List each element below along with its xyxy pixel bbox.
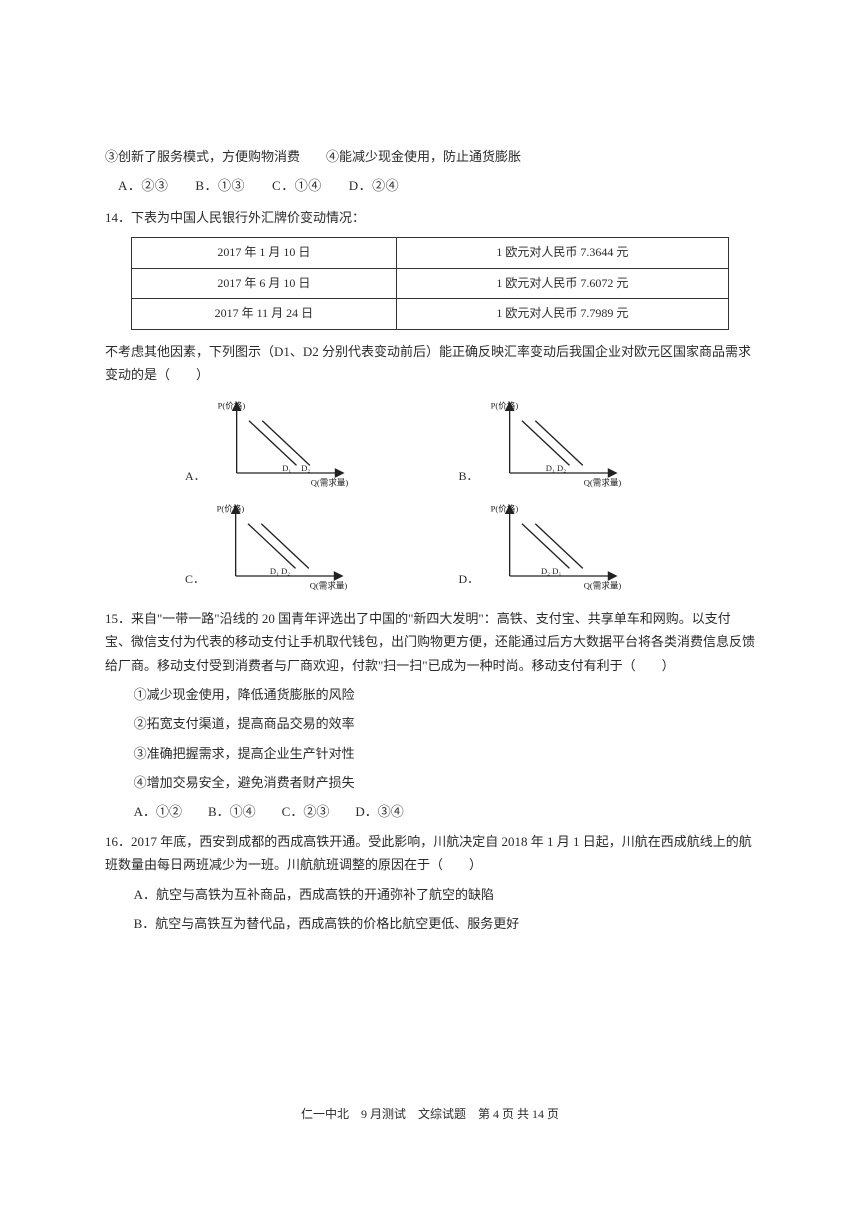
- chart-label-A: A．: [185, 466, 206, 492]
- q15-statement-1: ①减少现金使用，降低通货膨胀的风险: [134, 683, 755, 706]
- svg-text:P(价格): P(价格): [217, 399, 245, 410]
- table-row: 2017 年 11 月 24 日 1 欧元对人民币 7.7989 元: [132, 299, 729, 330]
- cell-date: 2017 年 11 月 24 日: [132, 299, 397, 330]
- demand-chart-icon: P(价格) Q(需求量) D₁ D₂: [212, 397, 362, 492]
- q14-charts-grid: A． P(价格) Q(需求量) D₁ D₂ B．: [185, 397, 692, 595]
- svg-text:D₁ D₂: D₁ D₂: [545, 463, 565, 473]
- demand-chart-icon: P(价格) Q(需求量) D₁ D₂: [211, 500, 361, 595]
- chart-C: C． P(价格) Q(需求量) D₁ D₂: [185, 500, 419, 595]
- q15-statement-4: ④增加交易安全，避免消费者财产损失: [134, 771, 755, 794]
- chart-label-D: D．: [459, 569, 480, 595]
- svg-text:D₁: D₁: [282, 463, 291, 473]
- intro-options: A．②③ B．①③ C．①④ D．②④: [118, 174, 755, 197]
- svg-text:Q(需求量): Q(需求量): [310, 476, 348, 487]
- intro-statements: ③创新了服务模式，方便购物消费 ④能减少现金使用，防止通货膨胀: [105, 145, 755, 168]
- chart-label-C: C．: [185, 569, 205, 595]
- q15-statement-2: ②拓宽支付渠道，提高商品交易的效率: [134, 712, 755, 735]
- table-row: 2017 年 6 月 10 日 1 欧元对人民币 7.6072 元: [132, 268, 729, 299]
- svg-text:Q(需求量): Q(需求量): [583, 476, 621, 487]
- demand-chart-icon: P(价格) Q(需求量) D₂ D₁: [485, 500, 635, 595]
- q14-follow: 不考虑其他因素，下列图示（D1、D2 分别代表变动前后）能正确反映汇率变动后我国…: [105, 340, 755, 387]
- chart-B: B． P(价格) Q(需求量) D₁ D₂: [459, 397, 693, 492]
- cell-rate: 1 欧元对人民币 7.6072 元: [396, 268, 728, 299]
- q15-options: A．①② B．①④ C．②③ D．③④: [134, 800, 755, 823]
- svg-text:P(价格): P(价格): [490, 399, 518, 410]
- q16-stem: 16．2017 年底，西安到成都的西成高铁开通。受此影响，川航决定自 2018 …: [105, 830, 755, 877]
- page-footer: 仁一中北 9 月测试 文综试题 第 4 页 共 14 页: [0, 1104, 860, 1126]
- q15-statement-3: ③准确把握需求，提高企业生产针对性: [134, 742, 755, 765]
- demand-chart-icon: P(价格) Q(需求量) D₁ D₂: [485, 397, 635, 492]
- svg-text:P(价格): P(价格): [491, 502, 519, 513]
- cell-rate: 1 欧元对人民币 7.3644 元: [396, 238, 728, 269]
- chart-A: A． P(价格) Q(需求量) D₁ D₂: [185, 397, 419, 492]
- svg-text:D₂ D₁: D₂ D₁: [541, 566, 561, 576]
- cell-rate: 1 欧元对人民币 7.7989 元: [396, 299, 728, 330]
- q14-stem: 14．下表为中国人民银行外汇牌价变动情况：: [105, 206, 755, 229]
- cell-date: 2017 年 6 月 10 日: [132, 268, 397, 299]
- chart-D: D． P(价格) Q(需求量) D₂ D₁: [459, 500, 693, 595]
- cell-date: 2017 年 1 月 10 日: [132, 238, 397, 269]
- svg-text:Q(需求量): Q(需求量): [310, 579, 348, 590]
- q16-option-B: B．航空与高铁互为替代品，西成高铁的价格比航空更低、服务更好: [134, 912, 755, 935]
- svg-text:Q(需求量): Q(需求量): [584, 579, 622, 590]
- q15-stem: 15．来自"一带一路"沿线的 20 国青年评选出了中国的"新四大发明"：高铁、支…: [105, 607, 755, 677]
- table-row: 2017 年 1 月 10 日 1 欧元对人民币 7.3644 元: [132, 238, 729, 269]
- q16-option-A: A．航空与高铁为互补商品，西成高铁的开通弥补了航空的缺陷: [134, 883, 755, 906]
- svg-text:D₁ D₂: D₁ D₂: [270, 566, 290, 576]
- svg-text:D₂: D₂: [301, 463, 310, 473]
- chart-label-B: B．: [459, 466, 479, 492]
- exchange-rate-table: 2017 年 1 月 10 日 1 欧元对人民币 7.3644 元 2017 年…: [131, 237, 729, 330]
- svg-text:P(价格): P(价格): [217, 502, 245, 513]
